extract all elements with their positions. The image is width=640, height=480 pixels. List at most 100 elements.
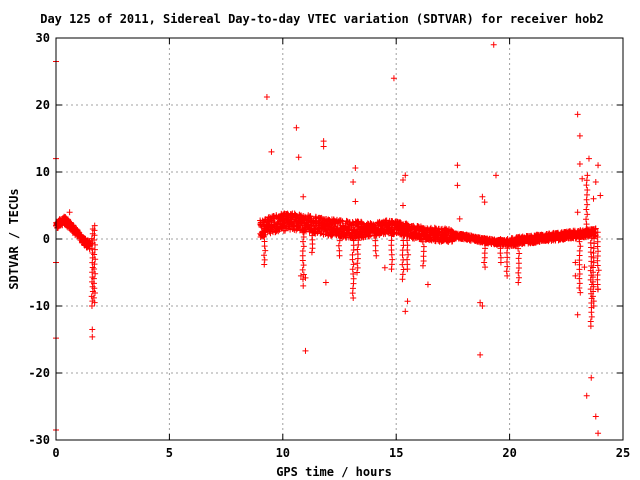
data-point — [515, 274, 522, 281]
y-tick-label: 10 — [36, 165, 50, 179]
data-point — [354, 232, 361, 239]
outlier-point — [492, 172, 499, 179]
data-point — [309, 245, 316, 252]
data-point — [584, 172, 591, 179]
data-point — [300, 229, 307, 236]
outlier-point — [352, 164, 359, 171]
data-point — [576, 238, 583, 245]
outlier-point — [583, 392, 590, 399]
data-point — [496, 240, 503, 247]
data-point — [590, 230, 597, 237]
outlier-point — [404, 298, 411, 305]
data-point — [399, 276, 406, 283]
data-point — [336, 237, 343, 244]
data-point — [307, 213, 314, 220]
data-point — [372, 237, 379, 244]
outlier-point — [424, 281, 431, 288]
outlier-point — [295, 154, 302, 161]
data-point — [354, 264, 361, 271]
data-point — [576, 229, 583, 236]
data-point — [92, 256, 99, 263]
outlier-point — [579, 175, 586, 182]
data-point — [362, 233, 369, 240]
data-point — [89, 240, 96, 247]
outlier-point — [588, 374, 595, 381]
outlier-point — [66, 209, 73, 216]
data-point — [515, 279, 522, 286]
outlier-point — [585, 155, 592, 162]
data-point — [91, 265, 98, 272]
data-point — [300, 243, 307, 250]
outlier-point — [592, 179, 599, 186]
outlier-point — [302, 347, 309, 354]
y-tick-label: 30 — [36, 31, 50, 45]
data-point — [373, 252, 380, 259]
data-point — [299, 257, 306, 264]
data-point — [88, 303, 95, 309]
outlier-point — [581, 264, 588, 271]
data-point — [300, 238, 307, 245]
data-point — [335, 242, 342, 249]
data-point — [91, 246, 98, 253]
outlier-point — [479, 303, 486, 309]
outlier-point — [297, 272, 304, 279]
data-point — [91, 237, 98, 244]
data-point — [350, 247, 357, 254]
x-axis-label: GPS time / hours — [276, 465, 392, 479]
data-point — [589, 293, 596, 300]
data-point — [336, 247, 343, 254]
data-point — [350, 261, 357, 268]
data-point — [577, 243, 584, 250]
outlier-point — [481, 199, 488, 206]
data-point — [590, 278, 597, 285]
data-point — [354, 255, 361, 262]
y-tick-label: 20 — [36, 98, 50, 112]
data-point — [300, 262, 307, 269]
outlier-point — [574, 311, 581, 318]
outlier-point — [322, 279, 329, 286]
chart-title: Day 125 of 2011, Sidereal Day-to-day VTE… — [40, 12, 604, 26]
outlier-point — [263, 93, 270, 100]
outlier-point — [574, 209, 581, 216]
data-point — [349, 290, 356, 297]
outlier-point — [572, 259, 579, 266]
data-point — [482, 264, 489, 271]
data-point — [388, 266, 395, 273]
data-point — [372, 247, 379, 254]
data-point — [91, 285, 98, 292]
data-point — [328, 232, 335, 239]
data-point — [583, 221, 590, 228]
outlier-point — [456, 215, 463, 222]
outlier-point — [400, 177, 407, 184]
data-point — [577, 289, 584, 296]
y-tick-label: -20 — [28, 366, 50, 380]
outlier-point — [300, 193, 307, 200]
data-point — [594, 262, 601, 269]
data-point — [587, 249, 594, 256]
data-point — [515, 236, 522, 242]
outlier-point — [576, 160, 583, 167]
data-point — [497, 236, 504, 242]
data-point — [372, 242, 379, 249]
data-point — [515, 245, 522, 252]
data-point — [354, 269, 361, 276]
outlier-point — [320, 138, 327, 145]
outlier-point — [390, 75, 397, 82]
data-point — [420, 257, 427, 264]
data-point — [89, 264, 96, 271]
x-tick-label: 20 — [502, 446, 516, 460]
data-point — [497, 250, 504, 257]
data-point — [308, 249, 315, 256]
y-axis-label: SDTVAR / TECUs — [7, 188, 21, 289]
data-point — [504, 272, 511, 279]
data-point — [481, 259, 488, 266]
data-point — [350, 294, 357, 301]
x-tick-label: 25 — [616, 446, 630, 460]
data-point — [583, 177, 590, 184]
outlier-point — [320, 143, 327, 150]
data-point — [262, 247, 269, 254]
data-point — [336, 252, 343, 259]
outlier-point — [595, 286, 602, 293]
outlier-point — [352, 198, 359, 205]
